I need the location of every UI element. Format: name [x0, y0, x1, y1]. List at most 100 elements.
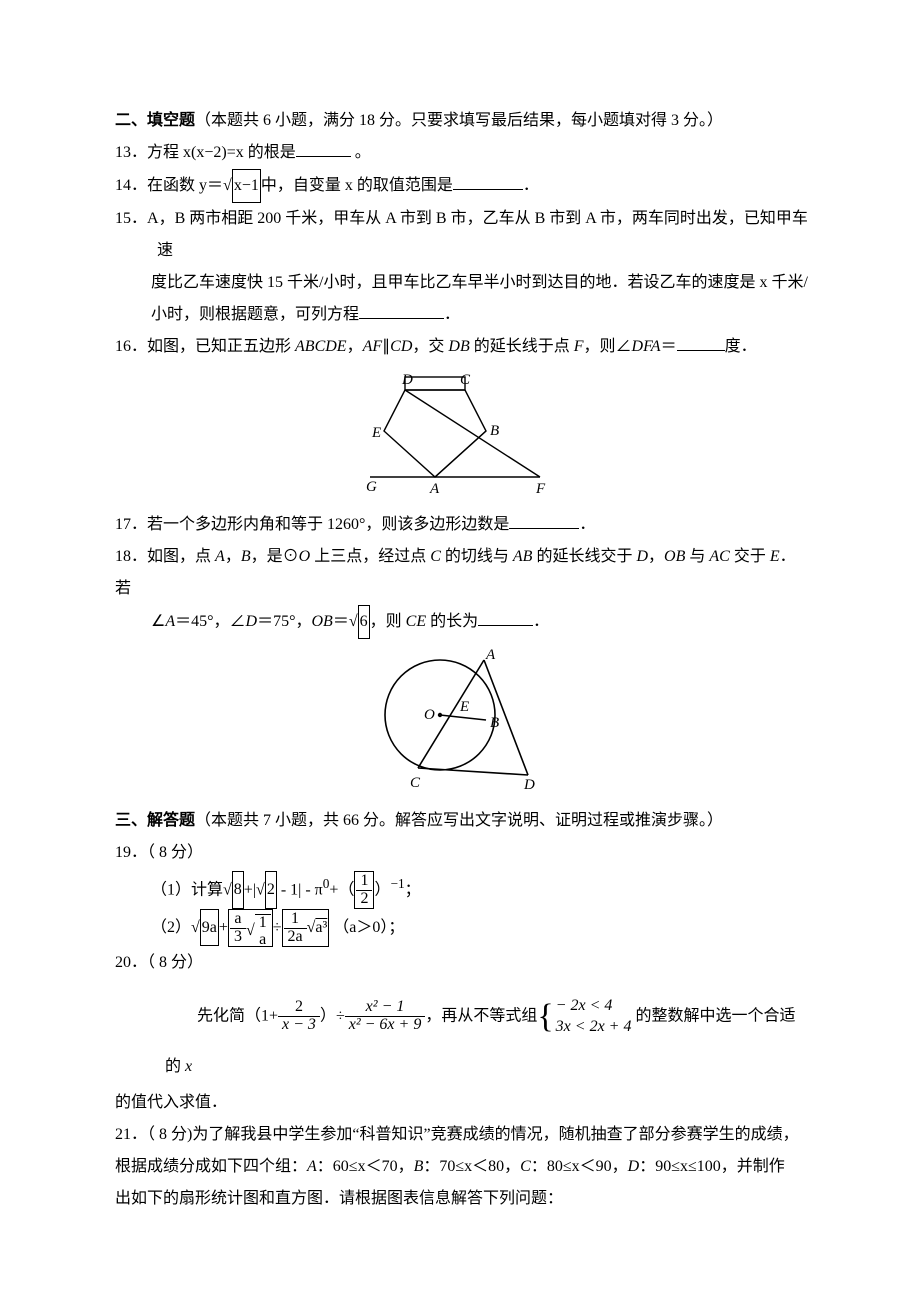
q17-tail: ． [579, 516, 595, 533]
q16-f: F [574, 338, 584, 355]
section-3-title: 三、解答题 [115, 812, 195, 829]
q20-mid1: ）÷ [320, 1007, 345, 1024]
q20-frac2: x² − 1x² − 6x + 9 [345, 999, 426, 1034]
circle-tangent-icon: A O E B C D [368, 645, 558, 795]
section-2-title: 二、填空题 [115, 112, 195, 129]
q19-p1-label: （1）计算 [151, 881, 223, 898]
q18-l1a: 如图，点 [147, 548, 215, 565]
fig16-label-G: G [366, 479, 377, 495]
q14-blank [453, 174, 523, 190]
fig18-label-D: D [523, 777, 535, 793]
q21-Crng: ：80≤x＜90， [531, 1158, 628, 1175]
q16-text-c: ，交 [412, 338, 448, 355]
section-2-desc: （本题共 6 小题，满分 18 分。只要求填写最后结果，每小题填对得 3 分。） [195, 112, 723, 129]
q21-line1: 为了解我县中学生参加“科普知识”竞赛成绩的情况，随机抽查了部分参赛学生的成绩， [192, 1126, 798, 1143]
q20-lead: 先化简（1+ [197, 1007, 278, 1024]
q21-Brng: ：70≤x＜80， [423, 1158, 520, 1175]
question-14: 14．在函数 y＝√x−1中，自变量 x 的取值范围是． [115, 169, 810, 203]
q21-B: B [414, 1158, 424, 1175]
q20-x: x [185, 1058, 192, 1075]
q18-l1c: 上三点，经过点 [310, 548, 430, 565]
q19-p2-tail: （a＞0）； [333, 919, 404, 936]
q16-cd: CD [390, 338, 412, 355]
q18-l2f: 的长为 [426, 613, 478, 630]
q18-l1e: 的延长线交于 [532, 548, 636, 565]
section-2-heading: 二、填空题（本题共 6 小题，满分 18 分。只要求填写最后结果，每小题填对得 … [115, 105, 810, 137]
q15-line3a: 小时，则根据题意，可列方程 [151, 306, 359, 323]
q18-l1d: 的切线与 [441, 548, 513, 565]
q20-line2: 的值代入求值． [115, 1087, 810, 1119]
q14-text-b: 中，自变量 x 的取值范围是 [261, 177, 453, 194]
q19-sqrt8: 8 [232, 871, 244, 908]
q19-part2: （2）√9a+a3√1a÷12a√a³ （a＞0）； [115, 909, 810, 947]
question-15: 15．A，B 两市相距 200 千米，甲车从 A 市到 B 市，乙车从 B 市到… [115, 203, 810, 267]
q13-blank [296, 141, 351, 157]
q18-blank [478, 610, 533, 626]
question-19: 19．（ 8 分） [115, 837, 810, 869]
q19-half-den: 2 [356, 891, 372, 908]
q20-expression: 先化简（1+2x − 3）÷x² − 1x² − 6x + 9，再从不等式组{−… [115, 983, 810, 1083]
q19-p1-tail: ； [405, 881, 421, 898]
fig18-label-B: B [490, 715, 499, 731]
q21-Arng: ：60≤x＜70， [317, 1158, 414, 1175]
q18-AB: AB [513, 548, 533, 565]
q16-tail: 度． [725, 338, 757, 355]
q21-line3: 出如下的扇形统计图和直方图．请根据图表信息解答下列问题： [115, 1190, 563, 1207]
q13-text: 方程 x(x−2)=x 的根是 [147, 144, 296, 161]
q20-number: 20． [115, 954, 147, 971]
q18-number: 18． [115, 548, 147, 565]
q17-text: 若一个多边形内角和等于 1260°，则该多边形边数是 [147, 516, 509, 533]
q18-l1b: ，是⊙ [251, 548, 299, 565]
question-21-line2: 根据成绩分成如下四个组：A：60≤x＜70，B：70≤x＜80，C：80≤x＜9… [115, 1151, 810, 1183]
q18-D: D [636, 548, 648, 565]
sqrt-icon: √ [223, 881, 232, 898]
question-20: 20．（ 8 分） [115, 947, 810, 979]
figure-18: A O E B C D [115, 645, 810, 799]
question-18-line2: ∠A＝45°，∠D＝75°，OB＝√6，则 CE 的长为． [115, 605, 810, 639]
fig16-label-E: E [371, 425, 381, 441]
q18-sqrt6: 6 [358, 605, 370, 639]
q16-db: DB [448, 338, 469, 355]
q18-OB: OB [664, 548, 685, 565]
q15-line1: A，B 两市相距 200 千米，甲车从 A 市到 B 市，乙车从 B 市到 A … [147, 210, 808, 259]
q19-9a: 9a [200, 909, 219, 946]
q16-number: 16． [115, 338, 147, 355]
q20-frac1: 2x − 3 [278, 999, 320, 1034]
q15-blank [359, 303, 444, 319]
q16-af: AF [363, 338, 383, 355]
q19-part1: （1）计算√8+|√2 - 1| - π0+（12）−1； [115, 869, 810, 909]
q17-blank [509, 513, 579, 529]
q13-number: 13． [115, 144, 147, 161]
q14-tail: ． [523, 177, 539, 194]
q21-D: D [628, 1158, 640, 1175]
q18-Dang: D [246, 613, 258, 630]
fig18-label-E: E [459, 699, 469, 715]
q19-half-box: 12 [354, 871, 374, 909]
q14-sqrt-arg: x−1 [232, 169, 261, 203]
question-17: 17．若一个多边形内角和等于 1260°，则该多边形边数是 ． [115, 509, 810, 541]
q18-AC: AC [709, 548, 729, 565]
fig18-label-A: A [485, 647, 496, 663]
page: 二、填空题（本题共 6 小题，满分 18 分。只要求填写最后结果，每小题填对得 … [0, 0, 920, 1275]
q16-abcde: ABCDE [295, 338, 347, 355]
brace-icon: { [537, 983, 553, 1051]
q18-l2c: ＝75°， [257, 613, 311, 630]
q21-pts: （ 8 分) [147, 1126, 192, 1143]
q18-OBtxt: OB [312, 613, 333, 630]
q18-CE: CE [406, 613, 426, 630]
pentagon-icon: D C E B G A F [358, 369, 568, 499]
q16-text-a: 如图，已知正五边形 [147, 338, 295, 355]
q14-text-a: 在函数 y＝ [147, 177, 223, 194]
q17-number: 17． [115, 516, 147, 533]
figure-16: D C E B G A F [115, 369, 810, 503]
q21-number: 21． [115, 1126, 147, 1143]
q19-pts: （ 8 分） [147, 844, 203, 861]
sqrt-icon: √ [349, 613, 358, 630]
q19-sqrt2: 2 [265, 871, 277, 908]
q18-l2b: ＝45°，∠ [175, 613, 245, 630]
q18-O: O [299, 548, 311, 565]
q16-text-d: 的延长线于点 [470, 338, 574, 355]
q18-l2a: ∠ [151, 613, 165, 630]
q15-line3b: ． [444, 306, 460, 323]
question-21-line3: 出如下的扇形统计图和直方图．请根据图表信息解答下列问题： [115, 1183, 810, 1215]
